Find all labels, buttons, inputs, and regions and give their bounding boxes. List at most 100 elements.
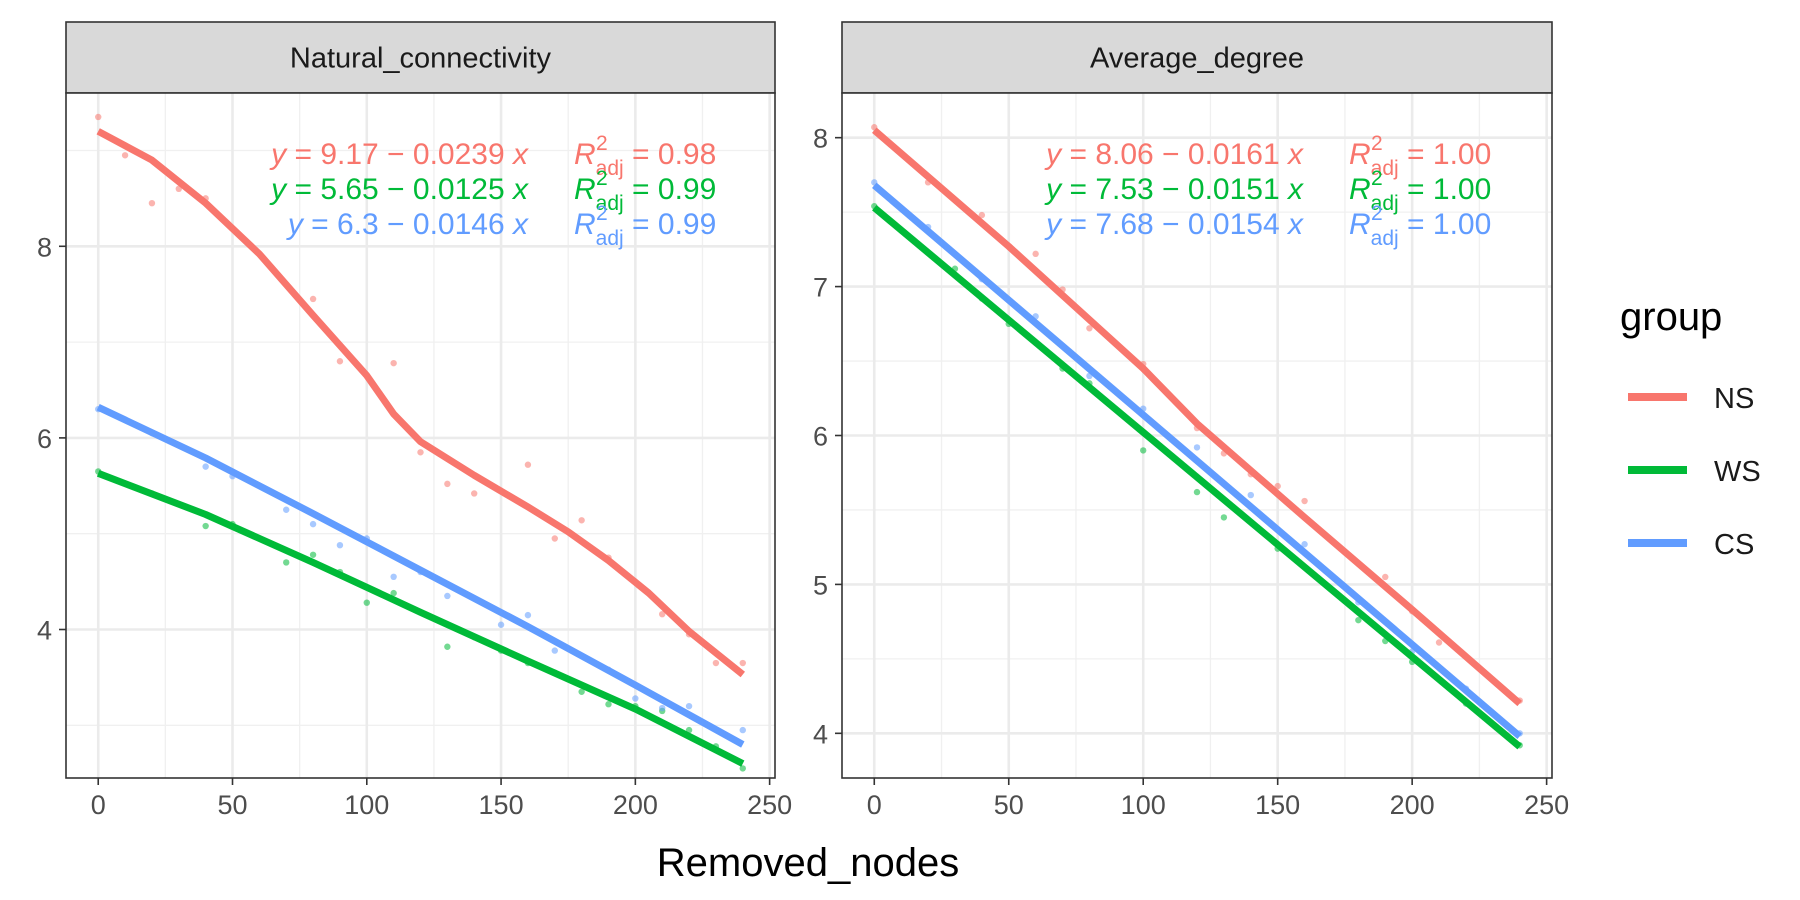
regression-equation-ns: y = 9.17 − 0.0239 x — [269, 138, 529, 171]
data-point-cs — [551, 647, 558, 654]
data-point-cs — [444, 592, 451, 600]
x-axis-title: Removed_nodes — [657, 841, 959, 885]
data-point-ns — [471, 490, 478, 497]
data-point-ns — [148, 199, 156, 207]
data-point-ws — [390, 589, 397, 597]
data-point-cs — [390, 573, 397, 581]
data-point-ws — [578, 688, 585, 695]
x-tick-label: 100 — [344, 790, 389, 820]
legend: group NS WS CS — [1620, 295, 1761, 561]
facet-panel-1: Natural_connectivity 0 50 100 150 200 250 4 6 8 y … — [37, 21, 792, 820]
data-point-cs — [336, 541, 344, 549]
panel-border — [841, 92, 1553, 779]
data-point-ns — [978, 211, 986, 219]
x-tick-label: 0 — [91, 790, 106, 820]
data-point-ws — [739, 765, 746, 772]
data-point-ws — [605, 701, 612, 708]
data-point-ns — [739, 659, 746, 667]
data-point-ns — [712, 659, 720, 667]
y-tick-label: 6 — [37, 424, 52, 454]
y-tick-label: 8 — [813, 124, 828, 154]
r-squared-superscript: 2 — [596, 132, 608, 155]
data-point-ws — [283, 559, 290, 566]
r-squared-ns: Radj = 0.98 — [574, 138, 716, 180]
r-squared-superscript: 2 — [1371, 167, 1383, 190]
data-point-ws — [1193, 488, 1201, 496]
data-point-ns — [1086, 325, 1093, 332]
data-point-ws — [444, 643, 451, 650]
r-squared-superscript: 2 — [596, 167, 608, 190]
legend-label-ns: NS — [1714, 383, 1754, 415]
data-point-ns — [1032, 250, 1039, 258]
data-point-ws — [1220, 514, 1228, 521]
data-point-cs — [1301, 541, 1308, 548]
data-point-cs — [283, 506, 290, 513]
y-tick-label: 4 — [37, 616, 52, 646]
x-tick-label: 250 — [1524, 790, 1569, 820]
panel-border — [65, 92, 776, 779]
data-point-cs — [685, 702, 693, 710]
regression-equation-cs: y = 6.3 − 0.0146 x — [286, 208, 529, 241]
r-squared-superscript: 2 — [1371, 132, 1383, 155]
data-point-ns — [1274, 482, 1281, 490]
data-point-cs — [497, 621, 505, 628]
trend-line-ws — [96, 470, 745, 767]
data-point-cs — [202, 463, 209, 470]
trend-line-ns — [872, 127, 1523, 707]
data-point-cs — [524, 611, 532, 619]
data-point-ns — [524, 461, 532, 468]
x-tick-label: 200 — [613, 790, 658, 820]
regression-equation-ws: y = 5.65 − 0.0125 x — [269, 173, 529, 206]
data-point-cs — [632, 695, 639, 702]
r-squared-superscript: 2 — [596, 202, 608, 225]
data-point-ws — [1355, 616, 1362, 624]
regression-equation-ns: y = 8.06 − 0.0161 x — [1044, 138, 1304, 171]
legend-label-cs: CS — [1714, 529, 1754, 561]
r-squared-superscript: 2 — [1371, 202, 1383, 225]
data-point-ws — [309, 551, 317, 558]
r-squared-cs: Radj = 0.99 — [574, 208, 716, 250]
data-point-ns — [1382, 573, 1389, 581]
r-squared-ws: Radj = 0.99 — [574, 173, 716, 215]
data-point-ns — [390, 359, 397, 367]
r-squared-cs: Radj = 1.00 — [1349, 208, 1491, 250]
trend-line-ns — [96, 128, 745, 678]
y-tick-label: 4 — [813, 719, 828, 749]
x-tick-label: 100 — [1121, 790, 1166, 820]
facet-panel-2: Average_degree 0 50 100 150 200 250 4 5 6 7 8 y = 8.… — [813, 21, 1569, 820]
regression-equation-ws: y = 7.53 − 0.0151 x — [1044, 173, 1304, 206]
trend-line-cs — [96, 404, 745, 748]
facet-title: Natural_connectivity — [290, 43, 552, 75]
y-tick-label: 7 — [813, 273, 828, 303]
data-point-ns — [578, 517, 585, 524]
data-point-ns — [444, 480, 451, 488]
data-point-ns — [121, 152, 129, 159]
data-point-cs — [1193, 444, 1201, 451]
plot-background — [66, 93, 775, 778]
r-squared-ns: Radj = 1.00 — [1349, 138, 1491, 180]
y-tick-label: 8 — [37, 232, 52, 262]
trend-line-ws — [872, 205, 1522, 750]
data-point-cs — [659, 704, 666, 712]
facet-title: Average_degree — [1090, 43, 1304, 75]
r-squared-ws: Radj = 1.00 — [1349, 173, 1491, 215]
data-point-ns — [1435, 639, 1443, 646]
regression-equation-cs: y = 7.68 − 0.0154 x — [1044, 208, 1304, 241]
data-point-ws — [363, 599, 370, 606]
data-point-ns — [95, 113, 102, 121]
trend-line-cs — [872, 182, 1522, 739]
data-point-ws — [1140, 447, 1147, 454]
legend-label-ws: WS — [1714, 456, 1761, 488]
data-point-ws — [202, 522, 209, 530]
data-point-ns — [309, 295, 317, 303]
x-tick-label: 250 — [747, 790, 792, 820]
data-point-cs — [309, 520, 317, 528]
facet-strip — [841, 21, 1553, 94]
data-point-ns — [1301, 497, 1308, 505]
data-point-cs — [739, 726, 746, 734]
y-tick-label: 6 — [813, 422, 828, 452]
x-tick-label: 50 — [217, 790, 247, 820]
x-tick-label: 0 — [867, 790, 882, 820]
